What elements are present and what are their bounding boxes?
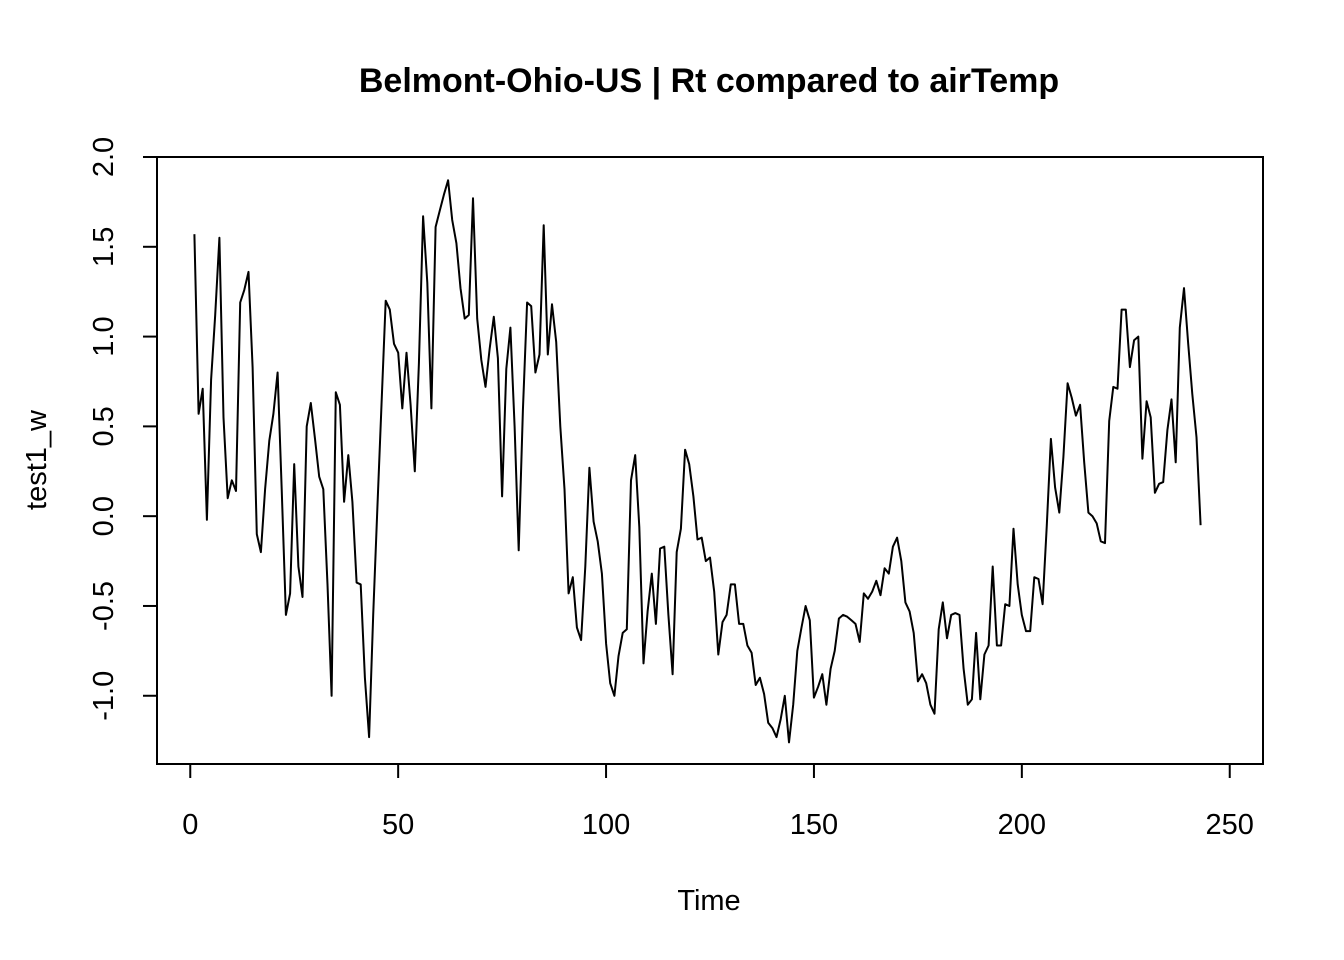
chart-title: Belmont-Ohio-US | Rt compared to airTemp <box>359 62 1059 100</box>
y-tick-label: 1.5 <box>88 227 120 267</box>
x-axis-title: Time <box>677 885 740 917</box>
x-tick-label: 200 <box>998 809 1046 841</box>
y-axis: -1.0 -0.5 0.0 0.5 1.0 1.5 2.0 <box>88 137 158 721</box>
x-tick-label: 0 <box>182 809 198 841</box>
x-tick-label: 150 <box>790 809 838 841</box>
y-tick-label: 2.0 <box>88 137 120 177</box>
y-tick-label: 0.5 <box>88 406 120 446</box>
plot-area-frame <box>156 156 1264 765</box>
y-tick-label: 0.0 <box>88 496 120 536</box>
series-line <box>193 179 1202 744</box>
y-tick-label: 1.0 <box>88 316 120 356</box>
x-tick-label: 250 <box>1206 809 1254 841</box>
y-tick-label: -0.5 <box>88 581 120 631</box>
y-tick-label: -1.0 <box>88 671 120 721</box>
x-tick-label: 50 <box>382 809 414 841</box>
x-axis: 0 50 100 150 200 250 <box>182 763 1254 841</box>
x-tick-label: 100 <box>582 809 630 841</box>
y-axis-title: test1_w <box>21 409 53 510</box>
